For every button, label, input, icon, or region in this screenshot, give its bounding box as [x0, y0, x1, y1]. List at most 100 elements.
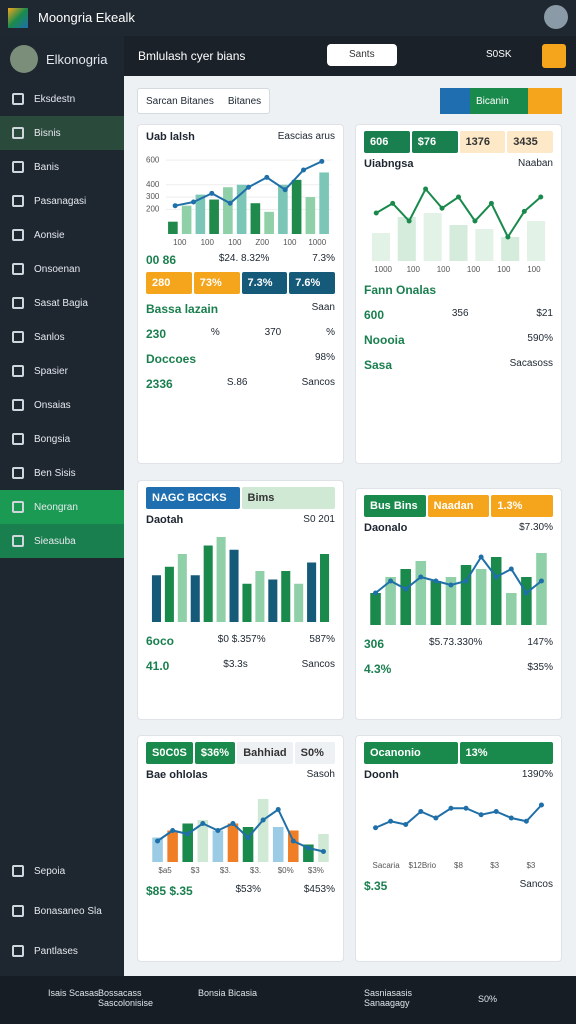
stat-row: $.35 Sancos [364, 876, 553, 896]
stat-row: 600 356 $21 [364, 305, 553, 325]
nav-item[interactable]: Bisnis [0, 116, 124, 150]
stat: Sancos [301, 659, 335, 670]
point [264, 174, 270, 180]
point [209, 190, 215, 196]
tile: Naadan [427, 495, 490, 517]
bar [490, 557, 502, 625]
stat: 6oco [146, 634, 175, 648]
nav-item[interactable]: Ben Sisis [0, 456, 124, 490]
bar [227, 823, 239, 862]
card-subtitle: 1390% [521, 769, 553, 780]
bar [506, 593, 517, 625]
nav-icon [12, 161, 24, 173]
point [373, 590, 379, 596]
stat: Sasa [364, 358, 393, 372]
bottom-text: Isais Scasas [48, 988, 99, 998]
stat: Doccoes [146, 352, 197, 366]
card-subtitle: Naaban [517, 158, 553, 169]
bar [195, 194, 206, 234]
nav-label: Neongran [34, 501, 78, 513]
x-tick-label: Sacaria [373, 861, 401, 870]
point [433, 815, 439, 821]
bar [423, 213, 442, 261]
nav-item[interactable]: Onsoenan [0, 252, 124, 286]
point [246, 184, 251, 190]
bar [190, 575, 200, 622]
bottombar: Isais Scasas Bossacass Sascolonisise Bonsi… [0, 976, 576, 1024]
nav-item[interactable]: Sieasuba [0, 524, 124, 558]
y-tick-label: 400 [146, 180, 160, 189]
bar [264, 211, 274, 234]
nav-item[interactable]: Spasier [0, 354, 124, 388]
nav-item[interactable]: Aonsie [0, 218, 124, 252]
point [493, 574, 499, 580]
x-tick-label: 100 [467, 265, 481, 274]
x-tick-label: $3 [490, 861, 499, 870]
nav-label: Pasanagasi [34, 195, 87, 207]
point [260, 817, 266, 823]
nav-item[interactable]: Banis [0, 150, 124, 184]
point [282, 187, 288, 193]
tile: Bus Bins [364, 495, 426, 517]
nav-footer: Sepoia Bonasaneo Sla Pantlases [0, 851, 124, 971]
tab[interactable]: Sarcan Bitanes [146, 95, 214, 107]
stat: 147% [527, 637, 553, 648]
x-tick-label: 1000 [374, 265, 392, 274]
nav-icon [12, 263, 24, 275]
point [191, 199, 196, 205]
nav-item[interactable]: Sanlos [0, 320, 124, 354]
nav-icon [12, 195, 24, 207]
tile: NAGC BCCKS [146, 487, 240, 509]
stat-row: $85 $.35 $53% $453% [146, 881, 335, 901]
x-tick-label: $0% [278, 866, 294, 875]
tile: 1.3% [491, 495, 554, 517]
nav-item[interactable]: Pasanagasi [0, 184, 124, 218]
button[interactable] [440, 88, 470, 114]
bar [268, 579, 278, 622]
stat: % [210, 327, 220, 338]
point [478, 812, 484, 818]
bottom-text: Bossacass Sascolonisise [98, 988, 154, 1008]
button[interactable] [528, 88, 562, 114]
bar [181, 205, 192, 234]
nav-item[interactable]: Bongsia [0, 422, 124, 456]
bar [229, 549, 239, 622]
tile: 1376 [459, 131, 506, 153]
card-title: Doonh [364, 769, 399, 781]
point [523, 590, 529, 596]
nav-label: Eksdestn [34, 93, 76, 105]
point [305, 845, 311, 851]
stat-row: 230% 370% [146, 324, 335, 344]
nav-item[interactable]: Eksdestn [0, 82, 124, 116]
card-title: Daonalo [364, 522, 408, 534]
nav-item[interactable]: Onsaias [0, 388, 124, 422]
action[interactable] [542, 44, 566, 68]
header: Moongria Ekealk [0, 0, 576, 36]
nav-item[interactable]: Neongran [0, 490, 124, 524]
caption-row: 00 86 $24. 8.32% 7.3% [146, 253, 335, 267]
caption: $24. 8.32% [218, 253, 270, 264]
nav-label: Onsoenan [34, 263, 81, 275]
brand: Elkonogria [0, 36, 124, 82]
caption: 00 86 [146, 253, 177, 267]
nav-label: Spasier [34, 365, 68, 377]
stat-row: Fann Onalas [364, 280, 553, 300]
point [472, 218, 478, 224]
card: Uab lalsh Eascias arus 600 400 300 200 100 100 1… [137, 124, 344, 464]
nav-icon [12, 945, 24, 957]
button[interactable]: Bicanin [470, 88, 528, 114]
nav-icon [12, 399, 24, 411]
tab[interactable]: Bitanes [227, 95, 262, 107]
tile: 7.6% [289, 272, 335, 294]
avatar[interactable] [544, 5, 568, 29]
tile: 13% [459, 742, 553, 764]
point [508, 815, 514, 821]
stat: 590% [527, 333, 553, 344]
sidebar: Elkonogria Eksdestn Bisnis Banis Pasanagasi… [0, 36, 124, 976]
tile-row: 280 73% 7.3% 7.6% [146, 272, 335, 294]
search[interactable]: Sants [327, 44, 397, 66]
x-tick-label: $3 [191, 866, 200, 875]
point [319, 158, 325, 164]
point [200, 821, 206, 826]
nav-item[interactable]: Sasat Bagia [0, 286, 124, 320]
